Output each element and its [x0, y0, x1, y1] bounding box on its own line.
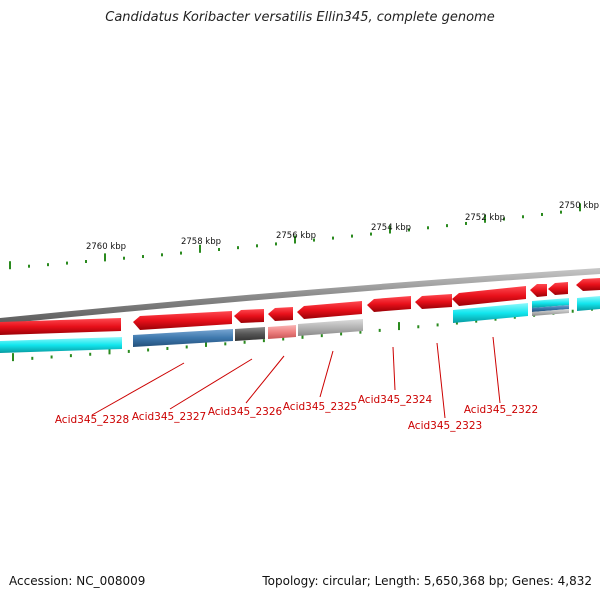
gene-arrow[interactable]	[532, 309, 569, 316]
gene-arrow[interactable]	[452, 286, 526, 306]
gene-callouts: Acid345_2328 Acid345_2327 Acid345_2326 Acid…	[55, 336, 538, 432]
callout-line	[492, 336, 501, 404]
scale-ticks-outer	[9, 203, 581, 270]
gene-arrow[interactable]	[577, 296, 600, 311]
gene-label[interactable]: Acid345_2326	[208, 406, 283, 418]
scale-label: 2756 kbp	[276, 231, 316, 241]
gene-arrow[interactable]	[576, 278, 600, 291]
gene-label[interactable]: Acid345_2325	[283, 401, 357, 413]
gene-arrow[interactable]	[234, 309, 264, 323]
gene-label[interactable]: Acid345_2322	[464, 404, 538, 416]
gene-arrow[interactable]	[297, 301, 362, 319]
accession-text: Accession: NC_008009	[9, 574, 146, 588]
genome-backbone	[0, 268, 600, 324]
gene-arrow[interactable]	[133, 329, 233, 347]
callout-line	[392, 346, 396, 391]
gene-arrow[interactable]	[532, 305, 569, 312]
scale-label: 2752 kbp	[465, 213, 505, 223]
callout-line	[91, 362, 185, 416]
gene-arrow[interactable]	[453, 303, 528, 323]
scale-labels: 2760 kbp 2758 kbp 2756 kbp 2754 kbp 2752 kbp…	[86, 201, 599, 252]
scale-label: 2754 kbp	[371, 223, 411, 233]
gene-arrow[interactable]	[367, 296, 411, 312]
gene-label[interactable]: Acid345_2327	[132, 411, 206, 423]
gene-arrow[interactable]	[0, 337, 122, 353]
scale-label: 2758 kbp	[181, 237, 221, 247]
scale-label: 2750 kbp	[559, 201, 599, 211]
callout-line	[245, 355, 285, 404]
map-title: Candidatus Koribacter versatilis Ellin34…	[105, 10, 495, 25]
gene-arrow[interactable]	[548, 282, 568, 295]
gene-arrow[interactable]	[235, 327, 265, 341]
gene-label[interactable]: Acid345_2328	[55, 414, 129, 426]
callout-line	[169, 358, 253, 410]
callout-line	[319, 350, 334, 398]
gene-arrow[interactable]	[530, 284, 547, 297]
topology-summary: Topology: circular; Length: 5,650,368 bp…	[262, 574, 592, 588]
gene-arrow[interactable]	[133, 311, 232, 330]
scale-label: 2760 kbp	[86, 242, 126, 252]
gene-arrow[interactable]	[268, 325, 296, 339]
gene-label[interactable]: Acid345_2323	[408, 420, 482, 432]
gene-arrow[interactable]	[415, 294, 452, 309]
callout-line	[436, 342, 446, 419]
reverse-strand-genes	[0, 296, 600, 353]
gene-arrow[interactable]	[0, 318, 121, 335]
gene-arrow[interactable]	[298, 319, 363, 336]
gene-arrow[interactable]	[268, 307, 293, 321]
forward-strand-genes	[0, 278, 600, 335]
gene-label[interactable]: Acid345_2324	[358, 394, 433, 406]
gene-arrow[interactable]	[532, 298, 569, 308]
